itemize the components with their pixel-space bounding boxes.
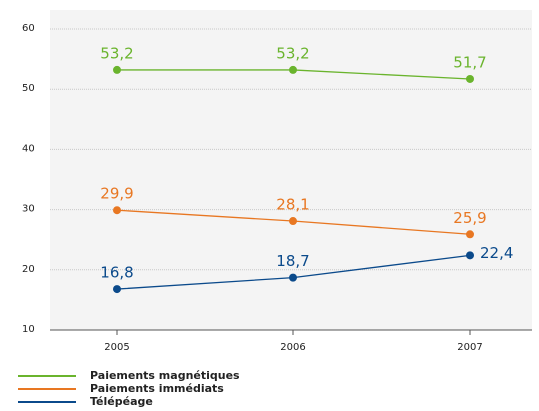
point (289, 273, 297, 282)
x-tick-label: 2007 (457, 342, 482, 353)
value-label: 53,2 (100, 44, 133, 62)
value-label: 16,8 (100, 264, 133, 282)
y-tick-label: 10 (22, 324, 35, 335)
x-tick-label: 2005 (104, 342, 129, 353)
value-label: 22,4 (480, 244, 513, 262)
x-tick-label: 2006 (280, 342, 305, 353)
point (466, 251, 474, 260)
point (289, 65, 297, 74)
legend-label: Paiements immédiats (90, 382, 224, 395)
legend-label: Télépéage (90, 395, 153, 407)
value-label: 18,7 (276, 252, 309, 270)
y-tick-label: 30 (22, 204, 35, 215)
y-tick-label: 40 (22, 143, 35, 154)
legend-label: Paiements magnétiques (90, 369, 240, 382)
value-label: 51,7 (453, 53, 486, 71)
y-tick-label: 50 (22, 83, 35, 94)
value-label: 25,9 (453, 209, 486, 227)
value-label: 28,1 (276, 196, 309, 214)
point (289, 217, 297, 226)
point (113, 285, 121, 294)
point (113, 65, 121, 74)
y-tick-label: 60 (22, 23, 35, 34)
point (466, 74, 474, 83)
value-label: 29,9 (100, 185, 133, 203)
point (113, 206, 121, 215)
y-tick-label: 20 (22, 264, 35, 275)
point (466, 230, 474, 239)
value-label: 53,2 (276, 44, 309, 62)
